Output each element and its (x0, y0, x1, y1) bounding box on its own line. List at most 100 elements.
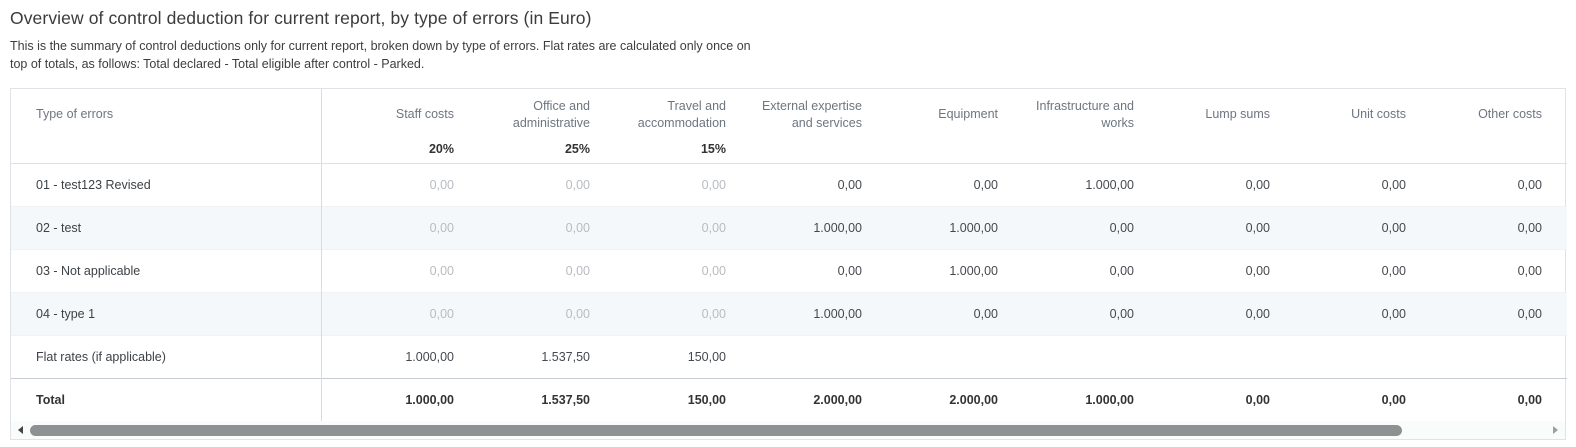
table-row: 04 - type 1 0,00 0,00 0,00 1.000,00 0,00 0,00 0… (11, 292, 1567, 336)
column-header: Travel and accommodation 15% (615, 89, 751, 164)
value-cell: 0,00 (479, 292, 615, 336)
column-header-type-of-errors: Type of errors (11, 89, 322, 164)
value-cell: 0,00 (321, 292, 479, 336)
value-cell: 0,00 (973, 178, 998, 192)
value-cell: 0,00 (1159, 378, 1295, 421)
row-label: Total (11, 378, 322, 421)
value-cell (1023, 335, 1159, 379)
column-rate (1431, 136, 1567, 142)
value-cell: 0,00 (751, 249, 887, 293)
column-header: Equipment (887, 89, 1023, 164)
column-header-label: Other costs (1478, 107, 1542, 122)
column-header-label: Infrastructure and works (1036, 99, 1134, 130)
value-cell: 1.000,00 (887, 206, 1023, 250)
value-cell: 0,00 (701, 178, 726, 192)
value-cell: 1.000,00 (321, 378, 479, 421)
value-cell: 0,00 (1517, 178, 1542, 192)
column-rate (887, 136, 1023, 142)
horizontal-scrollbar[interactable] (11, 421, 1565, 439)
errors-table: Type of errors Staff costs 20% Office and … (11, 89, 1567, 421)
table-row: 01 - test123 Revised 0,00 0,00 0,00 0,00 0,00… (11, 163, 1567, 207)
value-cell: 1.000,00 (1023, 378, 1159, 421)
value-cell: 0,00 (1431, 292, 1567, 336)
value-cell: 0,00 (1159, 249, 1295, 293)
value-cell: 0,00 (615, 292, 751, 336)
column-header: Unit costs (1295, 89, 1431, 164)
value-cell: 0,00 (1023, 292, 1159, 336)
column-header-label: Travel and accommodation (637, 99, 726, 130)
column-header-label: Type of errors (36, 107, 114, 122)
value-cell: 0,00 (1431, 378, 1567, 421)
scroll-right-button[interactable] (1549, 423, 1562, 438)
value-cell: 1.000,00 (321, 335, 479, 379)
column-header-label: Equipment (938, 107, 998, 122)
value-cell (1295, 335, 1431, 379)
value-cell: 0,00 (1295, 292, 1431, 336)
value-cell: 0,00 (887, 292, 1023, 336)
table-row: Flat rates (if applicable) 1.000,00 1.537,… (11, 335, 1567, 379)
column-rate (1295, 136, 1431, 142)
table-row: 03 - Not applicable 0,00 0,00 0,00 0,00 1.000… (11, 249, 1567, 293)
value-cell: 0,00 (1295, 206, 1431, 250)
value-cell: 0,00 (1431, 206, 1567, 250)
value-cell: 0,00 (321, 206, 479, 250)
errors-table-container: Type of errors Staff costs 20% Office and … (10, 88, 1567, 440)
column-header-label: Office and administrative (512, 99, 590, 130)
value-cell: 0,00 (479, 206, 615, 250)
value-cell: 2.000,00 (887, 378, 1023, 421)
column-header: External expertise and services (751, 89, 887, 164)
scroll-left-icon (18, 426, 23, 434)
value-cell: 0,00 (1245, 178, 1270, 192)
value-cell: 150,00 (615, 335, 751, 379)
value-cell: 1.000,00 (1085, 178, 1134, 192)
value-cell (1159, 335, 1295, 379)
column-header: Lump sums (1159, 89, 1295, 164)
column-header: Office and administrative 25% (479, 89, 615, 164)
column-header-rate (11, 136, 321, 142)
column-rate (1159, 136, 1295, 142)
value-cell: 1.000,00 (887, 249, 1023, 293)
value-cell: 1.537,50 (479, 335, 615, 379)
row-label: 04 - type 1 (11, 292, 322, 336)
column-header-label: Unit costs (1351, 107, 1406, 122)
value-cell: 0,00 (429, 178, 454, 192)
value-cell: 0,00 (1295, 378, 1431, 421)
column-rate (1023, 136, 1159, 142)
value-cell: 1.537,50 (479, 378, 615, 421)
column-header: Other costs (1431, 89, 1567, 164)
table-header-row: Type of errors Staff costs 20% Office and … (11, 89, 1567, 164)
column-header: Infrastructure and works (1023, 89, 1159, 164)
scroll-left-button[interactable] (14, 423, 27, 438)
scrollbar-thumb[interactable] (30, 424, 1402, 436)
value-cell: 0,00 (1295, 249, 1431, 293)
column-rate: 15% (700, 142, 726, 156)
column-header-label: External expertise and services (761, 99, 862, 130)
scrollbar-track[interactable] (30, 424, 1546, 437)
page-title: Overview of control deduction for curren… (10, 8, 592, 28)
value-cell: 0,00 (321, 249, 479, 293)
value-cell: 0,00 (615, 249, 751, 293)
row-label: Flat rates (if applicable) (11, 335, 322, 379)
value-cell: 0,00 (1159, 206, 1295, 250)
value-cell (1431, 335, 1567, 379)
value-cell: 0,00 (837, 178, 862, 192)
value-cell: 0,00 (565, 178, 590, 192)
value-cell: 0,00 (1431, 249, 1567, 293)
value-cell: 150,00 (615, 378, 751, 421)
value-cell: 0,00 (1023, 249, 1159, 293)
value-cell: 1.000,00 (751, 206, 887, 250)
column-header-label: Lump sums (1205, 107, 1270, 122)
column-header: Staff costs 20% (321, 89, 479, 164)
column-rate: 25% (564, 142, 590, 156)
total-row: Total 1.000,00 1.537,50 150,00 2.000,00 2.000… (11, 378, 1567, 421)
value-cell: 0,00 (479, 249, 615, 293)
value-cell (751, 335, 887, 379)
value-cell: 0,00 (1381, 178, 1406, 192)
report-page: Overview of control deduction for curren… (10, 8, 1567, 440)
value-cell: 2.000,00 (751, 378, 887, 421)
value-cell: 0,00 (1023, 206, 1159, 250)
table-row: 02 - test 0,00 0,00 0,00 1.000,00 1.000,00 0,0… (11, 206, 1567, 250)
value-cell: 1.000,00 (751, 292, 887, 336)
column-rate: 20% (428, 142, 454, 156)
column-rate (751, 136, 887, 142)
